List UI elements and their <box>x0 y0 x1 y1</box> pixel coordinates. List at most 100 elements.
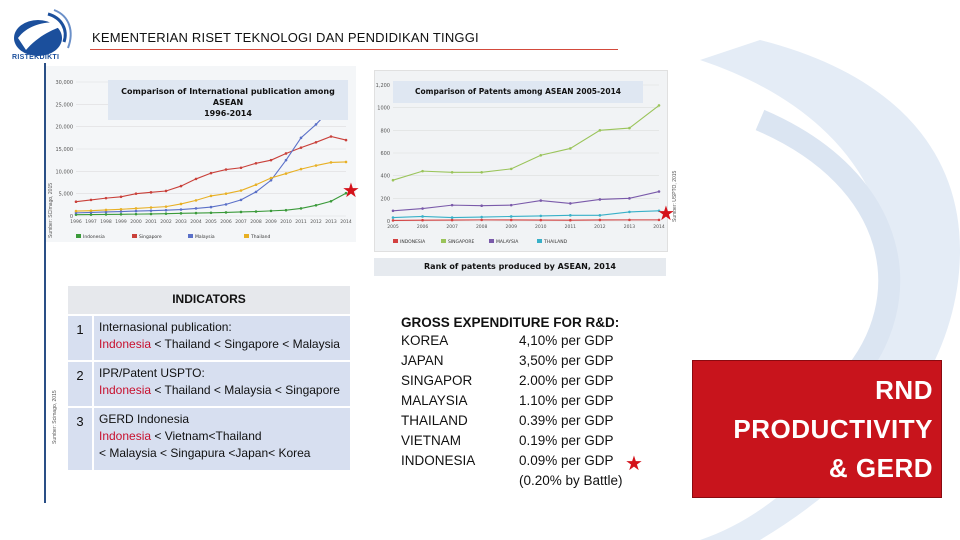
data-point <box>569 147 572 150</box>
data-point <box>74 200 78 204</box>
data-point <box>569 214 572 217</box>
gerd-title: GROSS EXPENDITURE FOR R&D: <box>401 315 620 330</box>
data-point <box>284 172 288 175</box>
x-tick-label: 2013 <box>325 219 337 225</box>
logo-caption: RISTEKDIKTI <box>12 54 60 61</box>
data-point <box>539 199 543 202</box>
indicator-ranking-continued: < Malaysia < Singapura <Japan< Korea <box>99 446 311 460</box>
data-point <box>239 189 243 192</box>
data-point <box>269 158 273 162</box>
data-point <box>179 208 183 211</box>
data-point <box>329 161 333 164</box>
indicator-number: 1 <box>68 316 94 360</box>
patent-rank-caption: Rank of patents produced by ASEAN, 2014 <box>374 258 666 276</box>
legend-label: INDONESIA <box>400 239 426 245</box>
gerd-value: 3,50% per GDP <box>519 353 614 368</box>
data-point <box>314 203 318 207</box>
gerd-country: INDONESIA <box>401 453 476 468</box>
gerd-list: GROSS EXPENDITURE FOR R&D: KOREA 4,10% pe… <box>401 315 661 491</box>
data-point <box>254 190 258 194</box>
legend-swatch <box>132 234 137 238</box>
x-tick-label: 2003 <box>175 219 187 225</box>
data-point <box>89 209 93 212</box>
gerd-country: MALAYSIA <box>401 393 468 408</box>
data-point <box>421 218 424 222</box>
y-tick-label: 0 <box>387 219 390 225</box>
data-point <box>284 208 288 212</box>
y-tick-label: 200 <box>380 196 390 202</box>
indicator-row: 2 IPR/Patent USPTO: Indonesia < Thailand… <box>68 360 350 406</box>
indicator-number: 3 <box>68 408 94 470</box>
data-point <box>657 104 661 107</box>
x-tick-label: 2014 <box>653 224 665 230</box>
x-tick-label: 2012 <box>310 219 322 225</box>
data-point <box>224 203 228 206</box>
data-point <box>209 194 213 198</box>
data-point <box>119 208 123 211</box>
data-point <box>284 152 288 155</box>
data-point <box>421 169 424 173</box>
data-point <box>89 198 93 202</box>
gerd-country: SINGAPOR <box>401 373 473 388</box>
indicator-text: Internasional publication: Indonesia < T… <box>94 316 350 360</box>
indicator-highlight: Indonesia <box>99 429 152 443</box>
callout-line: PRODUCTIVITY <box>733 414 933 444</box>
data-point <box>179 202 183 206</box>
data-point <box>539 214 543 218</box>
callout-line: & GERD <box>828 453 933 483</box>
star-marker-icon: ★ <box>342 180 360 202</box>
x-tick-label: 2001 <box>145 219 157 225</box>
gerd-country: VIETNAM <box>401 433 462 448</box>
x-tick-label: 2006 <box>220 219 232 225</box>
gerd-row: VIETNAM 0.19% per GDP <box>401 431 661 451</box>
publication-chart-title-line2: 1996-2014 <box>204 109 252 118</box>
gerd-row: INDONESIA 0.09% per GDP <box>401 451 661 471</box>
indicator-ranking: < Vietnam<Thailand <box>151 429 262 443</box>
gerd-row: MALAYSIA 1.10% per GDP <box>401 391 661 411</box>
gerd-row: KOREA 4,10% per GDP <box>401 331 661 351</box>
x-tick-label: 2000 <box>130 219 142 225</box>
y-tick-label: 600 <box>380 151 390 157</box>
data-point <box>209 205 213 209</box>
data-point <box>134 209 138 213</box>
x-tick-label: 2004 <box>190 219 202 225</box>
gerd-country: THAILAND <box>401 413 468 428</box>
x-tick-label: 1998 <box>100 219 112 225</box>
data-point <box>104 213 108 216</box>
data-point <box>344 160 348 164</box>
series-line-thailand <box>75 161 347 212</box>
data-point <box>329 135 333 138</box>
data-point <box>391 209 395 213</box>
x-tick-label: 2012 <box>594 224 606 230</box>
y-tick-label: 0 <box>70 214 73 220</box>
gerd-value: 0.09% per GDP <box>519 453 614 468</box>
y-tick-label: 15,000 <box>56 147 74 153</box>
data-point <box>299 136 303 140</box>
publication-chart-title-line1: Comparison of International publication … <box>121 87 335 107</box>
data-point <box>224 168 228 171</box>
indicators-source: Sumber: Scimago, 2015 <box>52 390 58 444</box>
x-tick-label: 2005 <box>387 224 399 230</box>
x-tick-label: 2006 <box>417 224 429 230</box>
x-tick-label: 2013 <box>624 224 636 230</box>
x-tick-label: 2008 <box>476 224 488 230</box>
gerd-country: JAPAN <box>401 353 444 368</box>
data-point <box>194 207 198 210</box>
data-point <box>74 213 78 216</box>
indicator-number: 2 <box>68 362 94 406</box>
legend-swatch <box>188 234 193 238</box>
indicator-text: IPR/Patent USPTO: Indonesia < Thailand <… <box>94 362 350 406</box>
indicator-ranking: < Thailand < Malaysia < Singapore <box>151 383 340 397</box>
gerd-value: 0.19% per GDP <box>519 433 614 448</box>
gerd-value: 0.39% per GDP <box>519 413 614 428</box>
legend-label: MALAYSIA <box>496 239 519 245</box>
gerd-note: (0.20% by Battle) <box>519 473 623 488</box>
data-point <box>239 198 243 202</box>
callout-line: RND <box>875 375 933 405</box>
data-point <box>344 191 348 195</box>
legend-label: Malaysia <box>195 234 215 240</box>
data-point <box>509 203 513 207</box>
x-tick-label: 2007 <box>235 219 247 225</box>
ristekdikti-logo-icon <box>14 9 72 56</box>
series-line-thailand <box>392 210 660 219</box>
